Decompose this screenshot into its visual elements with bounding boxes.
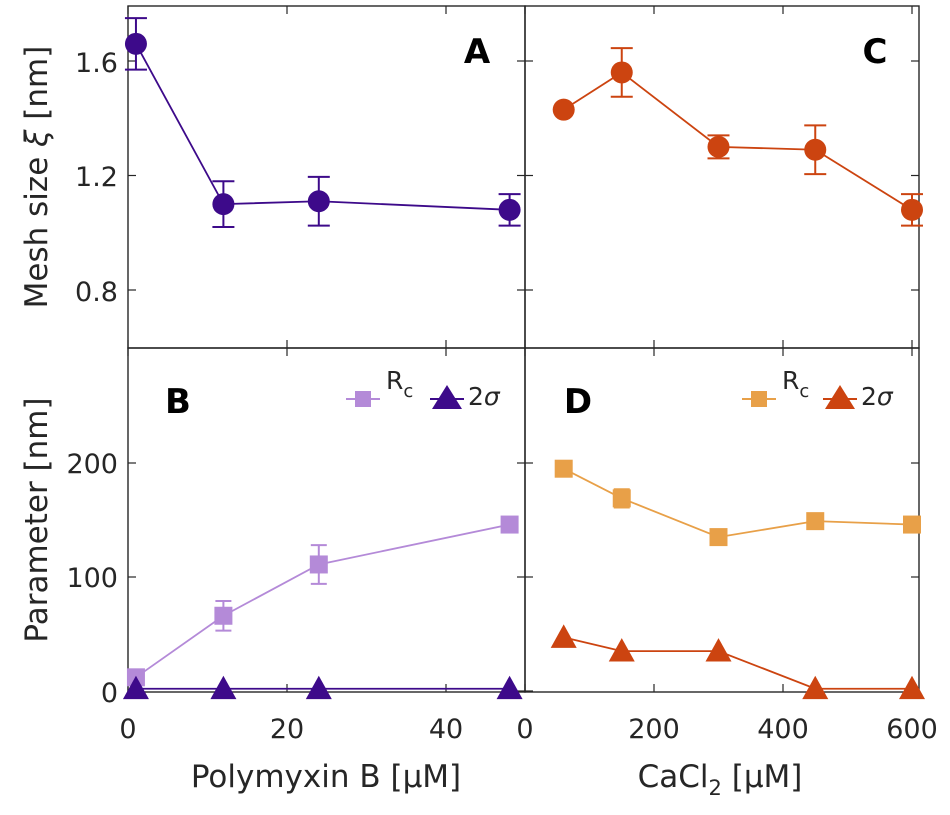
legend-b-rc-label: Rc: [386, 366, 413, 402]
legend-b-rc-marker: [355, 391, 371, 407]
data-point-d-rc-0: [554, 459, 573, 478]
xtick-label-d-200: 200: [628, 714, 680, 745]
ytick-label-b-200: 200: [66, 449, 118, 480]
legend-b-sigma-num: 2: [468, 382, 484, 411]
data-point-c-mesh-3: [804, 138, 827, 161]
legend-b-rc-sub: c: [403, 381, 413, 402]
legend-d-sigma-num: 2: [861, 382, 877, 411]
data-point-a-mesh-2: [307, 190, 330, 213]
xtick-label-d-400: 400: [757, 714, 809, 745]
data-point-d-rc-1: [612, 489, 631, 508]
panel-label-a: A: [464, 32, 491, 72]
xtick-label-b-20: 20: [270, 714, 304, 745]
panel-label-b: B: [165, 382, 191, 422]
xlabel-polymyxin: Polymyxin B [µM]: [191, 759, 461, 795]
xlabel-cacl2-unit: [µM]: [722, 759, 803, 795]
ytick-label-b-100: 100: [66, 563, 118, 594]
data-point-b-sigma-2: [305, 675, 332, 700]
series-line-b-rc: [135, 523, 510, 679]
legend-d-sigma-sym: σ: [877, 382, 894, 411]
tick-marks: [127, 6, 919, 692]
xtick-label-b-40: 40: [429, 714, 463, 745]
ylabel-mesh-size-text: Mesh size: [19, 147, 55, 308]
xtick-label-d-0: 0: [516, 714, 533, 745]
panel-label-c: C: [863, 32, 888, 72]
legend-b-sigma-label: 2σ: [468, 382, 501, 411]
legend-d-sigma-label: 2σ: [861, 382, 894, 411]
legend-d: Rc 2σ: [742, 366, 894, 411]
data-point-b-rc-1: [214, 606, 233, 625]
ytick-label-b-0: 0: [101, 678, 118, 709]
ytick-label-a-0.8: 0.8: [75, 277, 118, 308]
ylabel-mesh-size: Mesh size ξ [nm]: [19, 46, 55, 309]
data-point-b-rc-3: [500, 515, 519, 534]
panel-label-d: D: [564, 382, 592, 422]
xtick-label-b-0: 0: [119, 714, 136, 745]
data-marks: [122, 17, 925, 700]
legend-d-sigma-marker: [825, 385, 855, 409]
legend-d-rc-marker: [751, 391, 767, 407]
xlabel-cacl2: CaCl2 [µM]: [638, 759, 803, 800]
data-point-d-rc-4: [903, 515, 921, 534]
data-point-a-mesh-1: [212, 193, 235, 216]
xtick-label-d-600: 600: [886, 714, 938, 745]
legend-d-rc-main: R: [782, 366, 799, 395]
ytick-label-a-1.2: 1.2: [75, 162, 118, 193]
data-point-a-mesh-0: [124, 32, 147, 55]
legend-b-sigma-sym: σ: [484, 382, 501, 411]
data-point-c-mesh-0: [552, 98, 575, 121]
xlabel-cacl2-main: CaCl: [638, 759, 709, 795]
series-line-c-mesh: [563, 71, 913, 211]
data-point-c-mesh-4: [901, 198, 923, 221]
legend-b-rc-main: R: [386, 366, 403, 395]
data-point-b-sigma-0: [122, 675, 149, 700]
series-line-d-sigma: [563, 636, 912, 690]
ylabel-mesh-size-symbol: ξ: [19, 129, 55, 148]
data-point-c-mesh-1: [610, 61, 633, 84]
legend-b: Rc 2σ: [346, 366, 501, 411]
data-point-b-sigma-3: [496, 675, 523, 700]
data-point-d-rc-3: [806, 512, 825, 531]
legend-b-sigma-marker: [432, 385, 462, 409]
data-point-d-sigma-2: [705, 638, 732, 662]
xlabel-cacl2-sub: 2: [709, 776, 722, 800]
data-point-d-sigma-1: [608, 638, 635, 662]
ytick-label-a-1.6: 1.6: [75, 48, 118, 79]
data-point-d-sigma-3: [802, 675, 829, 700]
data-point-d-rc-2: [709, 528, 728, 547]
data-point-a-mesh-3: [498, 198, 521, 221]
data-point-d-sigma-4: [899, 675, 925, 700]
data-point-c-mesh-2: [707, 135, 730, 158]
legend-d-rc-sub: c: [799, 381, 809, 402]
data-point-b-sigma-1: [210, 675, 237, 700]
data-point-d-sigma-0: [550, 624, 577, 648]
series-line-a-mesh: [135, 43, 510, 211]
ylabel-parameter: Parameter [nm]: [19, 397, 55, 642]
legend-d-rc-label: Rc: [782, 366, 809, 402]
ylabel-mesh-size-unit: [nm]: [19, 46, 55, 130]
data-point-b-rc-2: [309, 555, 328, 574]
